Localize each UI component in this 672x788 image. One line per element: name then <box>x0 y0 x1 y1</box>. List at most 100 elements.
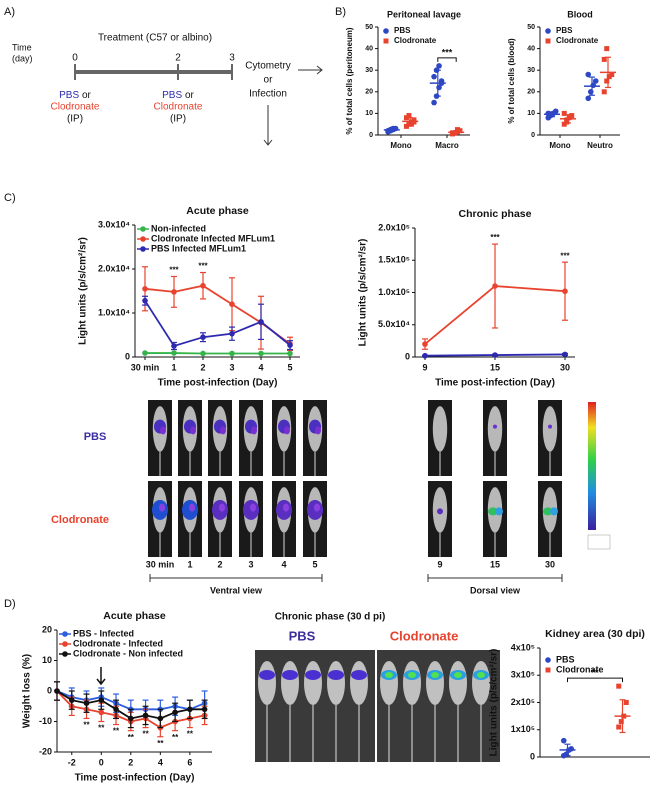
y-tick-label: 1.0x10⁵ <box>378 287 410 297</box>
signal <box>259 670 275 680</box>
data-point <box>113 707 119 713</box>
data-point <box>172 710 178 716</box>
significance: ** <box>157 739 164 748</box>
caption: Ventral view <box>210 585 263 595</box>
data-point <box>431 74 437 80</box>
y-tick-label: 30 <box>365 67 373 74</box>
signal <box>160 426 166 434</box>
route: (IP) <box>170 114 186 125</box>
or: or <box>185 90 195 101</box>
route: (IP) <box>67 114 83 125</box>
panel-label: D) <box>4 598 16 610</box>
time-label: 1 <box>187 559 192 569</box>
signal <box>283 504 289 512</box>
signal <box>495 507 503 515</box>
y-tick-label: 50 <box>527 24 535 31</box>
significance-bracket <box>438 58 456 62</box>
data-point <box>604 46 609 51</box>
row-label: PBS <box>84 431 107 443</box>
pbs: PBS <box>162 90 182 101</box>
significance: ** <box>128 733 135 742</box>
y-tick-label: 3.0x10⁴ <box>98 219 130 229</box>
signal <box>351 670 367 680</box>
mouse <box>350 661 368 705</box>
data-point <box>562 288 568 294</box>
x-tick-label: 6 <box>187 757 192 767</box>
signal <box>437 508 443 514</box>
data-point <box>84 700 90 706</box>
data-point <box>616 684 621 689</box>
chart-title: Kidney area (30 dpi) <box>545 628 645 640</box>
y-tick-label: 30 <box>527 67 535 74</box>
data-point <box>422 353 428 359</box>
mouse <box>327 661 345 705</box>
time-label: 15 <box>490 559 500 569</box>
y-axis-title: Light units (p/s/cm²/sr) <box>358 239 369 347</box>
caption: Dorsal view <box>470 585 521 595</box>
time-label: 4 <box>281 559 286 569</box>
panel-label: B) <box>335 6 346 18</box>
data-point <box>431 100 437 106</box>
chart-title: Blood <box>567 9 593 19</box>
clodronate: Clodronate <box>154 102 203 113</box>
mouse <box>304 661 322 705</box>
legend-label: Clodronate Infected MFLum1 <box>151 233 275 243</box>
significance: ** <box>142 730 149 739</box>
signal <box>251 426 257 434</box>
data-point <box>593 78 599 84</box>
schema: Time (day) Treatment (C57 or albino) 0 2… <box>12 33 322 145</box>
readout: Infection <box>249 89 287 100</box>
x-tick-label: 4 <box>158 757 163 767</box>
y-tick-label: 1.5x10⁵ <box>378 255 410 265</box>
significance: *** <box>490 233 500 242</box>
time-label: 2 <box>217 559 222 569</box>
time-label: 9 <box>437 559 442 569</box>
signal <box>305 670 321 680</box>
time-label: 3 <box>248 559 253 569</box>
y-tick-label: 2.0x10⁴ <box>98 263 130 273</box>
legend-label: Clodronate <box>556 36 599 45</box>
x-tick-label: 3 <box>229 362 234 372</box>
x-tick-label: 2 <box>128 757 133 767</box>
panel-label: A) <box>4 6 15 18</box>
arrow <box>298 66 322 74</box>
significance: *** <box>560 251 570 260</box>
data-point <box>569 113 574 118</box>
data-point <box>561 738 567 744</box>
y-axis-title: Light units (p/s/cm²/sr) <box>78 237 89 345</box>
y-tick-label: 10 <box>527 110 535 117</box>
y-tick-label: 0 <box>47 685 52 695</box>
x-tick-label: 30 min <box>131 362 160 372</box>
readout: or <box>264 75 274 86</box>
legend-label: Non-infected <box>151 223 206 233</box>
clodronate: Clodronate <box>51 102 100 113</box>
legend-marker <box>383 28 389 34</box>
data-point <box>422 341 428 347</box>
y-tick-label: 0 <box>405 351 410 361</box>
data-point <box>258 319 264 325</box>
y-tick-label: 1.0x10⁴ <box>98 307 130 317</box>
data-point <box>202 707 208 713</box>
x-tick-label: 30 <box>560 362 570 372</box>
significance: *** <box>198 262 208 271</box>
data-point <box>171 350 177 356</box>
data-point <box>585 95 591 101</box>
mouse <box>543 406 557 452</box>
signal <box>219 504 225 512</box>
data-point <box>229 331 235 337</box>
signal <box>477 672 485 678</box>
group-label: Clodronate <box>390 628 459 643</box>
data-point <box>98 697 104 703</box>
y-tick-label: 2x10⁵ <box>511 697 535 707</box>
signal <box>189 504 195 512</box>
mouse <box>258 661 276 705</box>
legend-label: Clodronate - Infected <box>73 638 163 648</box>
x-axis-title: Time post-infection (Day) <box>435 378 555 389</box>
signal <box>548 425 552 429</box>
time-label: 5 <box>312 559 317 569</box>
data-point <box>568 746 574 752</box>
data-point <box>200 351 206 357</box>
legend-marker <box>546 39 551 44</box>
y-axis-title: % of total cells (peritoneum) <box>345 27 354 134</box>
